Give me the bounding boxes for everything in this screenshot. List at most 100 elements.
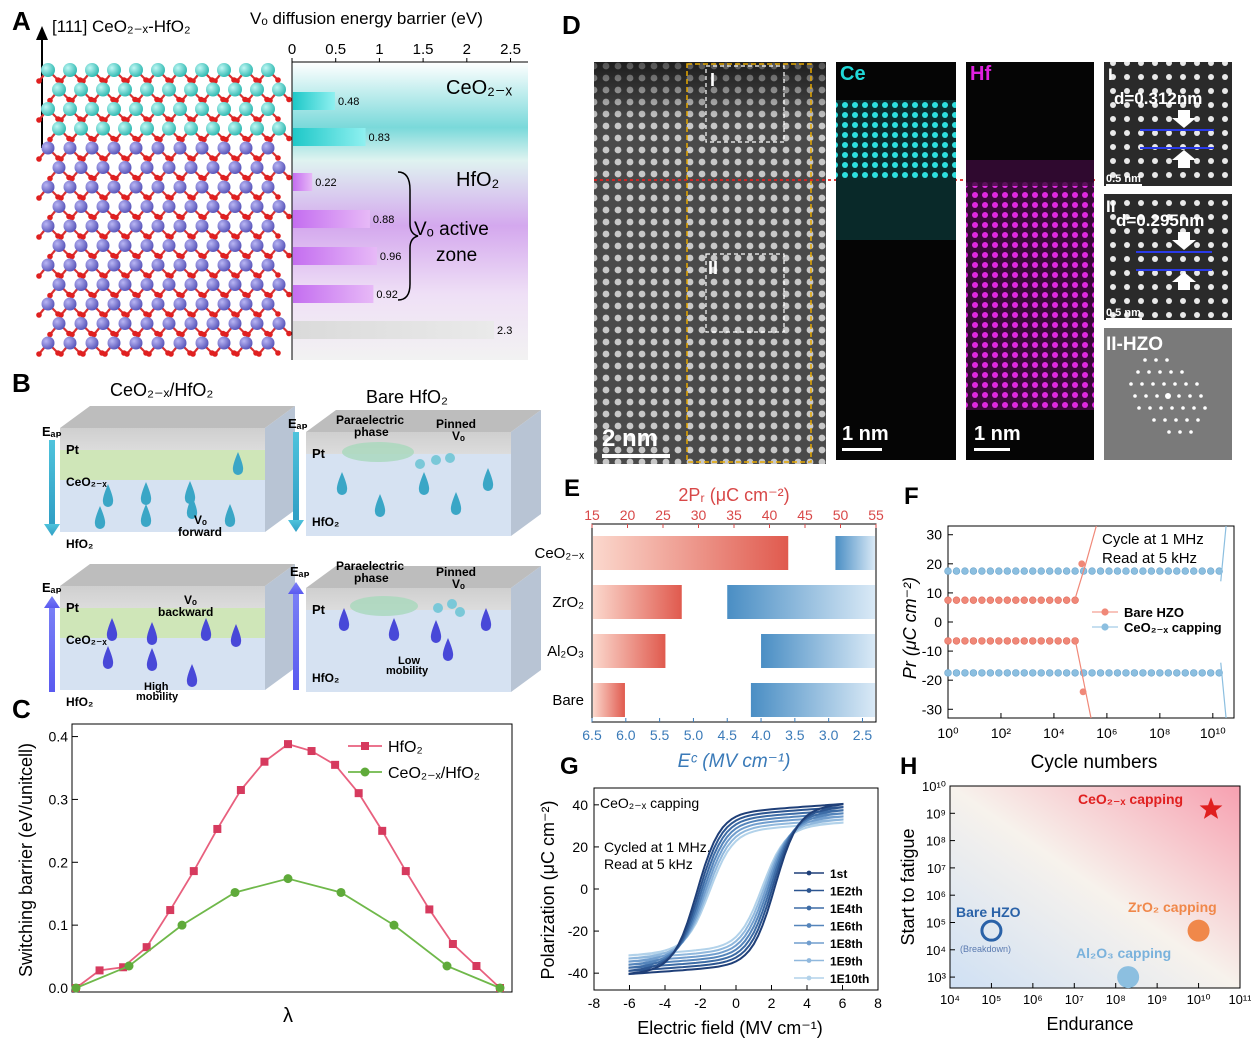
oxygen-atom bbox=[91, 331, 97, 338]
panel-h: H Start to fatigue Endurance 10⁴ 10⁵ 10⁶ 10… bbox=[898, 753, 1251, 1034]
hafnium-atom bbox=[41, 336, 55, 350]
oxygen-atom bbox=[102, 351, 108, 357]
oxygen-atom bbox=[245, 331, 251, 338]
oxygen-atom bbox=[190, 351, 196, 357]
hafnium-atom bbox=[63, 258, 77, 272]
field-arrow-head bbox=[44, 596, 60, 608]
oxygen-atom bbox=[267, 175, 273, 182]
vacancy-icon bbox=[140, 482, 152, 505]
hafnium-atom bbox=[217, 297, 231, 311]
point-capping bbox=[1003, 669, 1012, 677]
fft-spot bbox=[1196, 418, 1200, 422]
hafnium-atom bbox=[96, 317, 110, 330]
region-label-ceo2: CeO₂₋ₓ bbox=[446, 77, 512, 99]
cerium-atom bbox=[74, 121, 88, 136]
point-label-bare: Bare HZO bbox=[956, 904, 1021, 920]
point-label-al2o3: Al₂O₃ capping bbox=[1076, 945, 1171, 961]
oxygen-atom bbox=[58, 156, 64, 162]
title-g: CeO₂₋ₓ capping bbox=[600, 795, 699, 811]
slab-side bbox=[511, 566, 541, 692]
oxygen-atom bbox=[234, 351, 240, 357]
vacancy-icon bbox=[140, 504, 152, 527]
fft-spot bbox=[1162, 382, 1166, 386]
point-al2o3 bbox=[1117, 966, 1140, 989]
oxygen-atom bbox=[190, 156, 196, 162]
oxygen-atom bbox=[146, 234, 152, 240]
tick-label-h: 10⁵ bbox=[926, 915, 946, 930]
hafnium-atom bbox=[195, 219, 209, 233]
point-hfo2 bbox=[284, 740, 292, 749]
oxygen-atom bbox=[168, 312, 174, 318]
point-capping bbox=[1105, 567, 1113, 575]
tick-label-top-e: 50 bbox=[833, 507, 849, 523]
hafnium-atom bbox=[151, 180, 165, 194]
oxygen-atom bbox=[135, 175, 141, 182]
value-label-a: 0.96 bbox=[380, 251, 401, 263]
tick-label-g: 6 bbox=[839, 995, 847, 1011]
point-capping bbox=[1029, 669, 1037, 677]
oxygen-atom bbox=[256, 78, 262, 84]
oxygen-atom bbox=[234, 117, 240, 123]
hafnium-atom bbox=[228, 239, 242, 252]
tick-label-a: 1.5 bbox=[413, 41, 434, 58]
hafnium-atom bbox=[206, 239, 220, 252]
oxygen-atom bbox=[36, 234, 42, 240]
legend-label-g: 1E6th bbox=[830, 920, 863, 934]
fft-spot bbox=[1158, 370, 1162, 374]
cerium-atom bbox=[261, 102, 275, 116]
fft-spot bbox=[1133, 394, 1137, 398]
legend-label-g: 1E4th bbox=[830, 902, 863, 916]
point-bare bbox=[1012, 637, 1020, 645]
direction-arrow-head bbox=[36, 26, 48, 40]
oxygen-atom bbox=[157, 136, 163, 143]
field-arrow bbox=[49, 440, 55, 526]
vo-backward-label: Vₒ bbox=[184, 593, 197, 607]
vo-forward-label: Vₒ bbox=[194, 513, 207, 527]
point-bare bbox=[944, 637, 952, 645]
hafnium-atom bbox=[206, 200, 220, 213]
cerium-atom bbox=[118, 82, 132, 97]
oxygen-atom bbox=[113, 136, 119, 143]
tick-label-g: -8 bbox=[588, 995, 601, 1011]
fft-spot bbox=[1129, 382, 1133, 386]
oxygen-atom bbox=[286, 96, 292, 103]
tick-label-h: 10¹¹ bbox=[1228, 992, 1251, 1007]
point-capping bbox=[1054, 669, 1062, 677]
oxygen-atom bbox=[47, 292, 53, 299]
region-box bbox=[686, 63, 812, 463]
hafnium-atom bbox=[151, 297, 165, 311]
ec-bar bbox=[835, 536, 875, 570]
legend-marker-g bbox=[806, 888, 812, 893]
oxygen-atom bbox=[212, 156, 218, 162]
point-capping bbox=[1029, 567, 1037, 575]
vacancy-icon bbox=[200, 618, 212, 641]
oxygen-atom bbox=[286, 135, 292, 142]
annotation-g-2: Read at 5 kHz bbox=[604, 856, 693, 872]
oxygen-atom bbox=[168, 117, 174, 123]
point-capping bbox=[1096, 669, 1105, 677]
oxygen-atom bbox=[124, 234, 130, 240]
hfo2-label: HfO₂ bbox=[312, 671, 339, 685]
vacancy-icon bbox=[102, 484, 114, 507]
hafnium-atom bbox=[206, 278, 220, 291]
point-capping bbox=[1003, 567, 1012, 575]
hafnium-atom bbox=[250, 239, 264, 252]
oxygen-atom bbox=[179, 292, 185, 299]
oxygen-atom bbox=[267, 214, 273, 221]
tick-label-a: 2 bbox=[463, 41, 471, 58]
point-hfo2 bbox=[119, 963, 128, 972]
paraelectric-label: Paraelectric bbox=[336, 559, 404, 573]
legend-marker-ceo2 bbox=[360, 767, 370, 777]
point-bare bbox=[1020, 596, 1028, 604]
oxygen-atom bbox=[69, 292, 75, 299]
hafnium-atom bbox=[195, 180, 209, 194]
tick-label-g: 8 bbox=[874, 995, 882, 1011]
oxygen-atom bbox=[146, 156, 152, 162]
oxygen-atom bbox=[212, 351, 218, 357]
point-bare bbox=[952, 596, 961, 604]
point-bare bbox=[1029, 637, 1037, 645]
point-bare bbox=[1054, 596, 1062, 604]
scale-bar-ce bbox=[842, 448, 882, 451]
bar-a bbox=[293, 128, 366, 146]
pt-layer bbox=[60, 586, 265, 608]
